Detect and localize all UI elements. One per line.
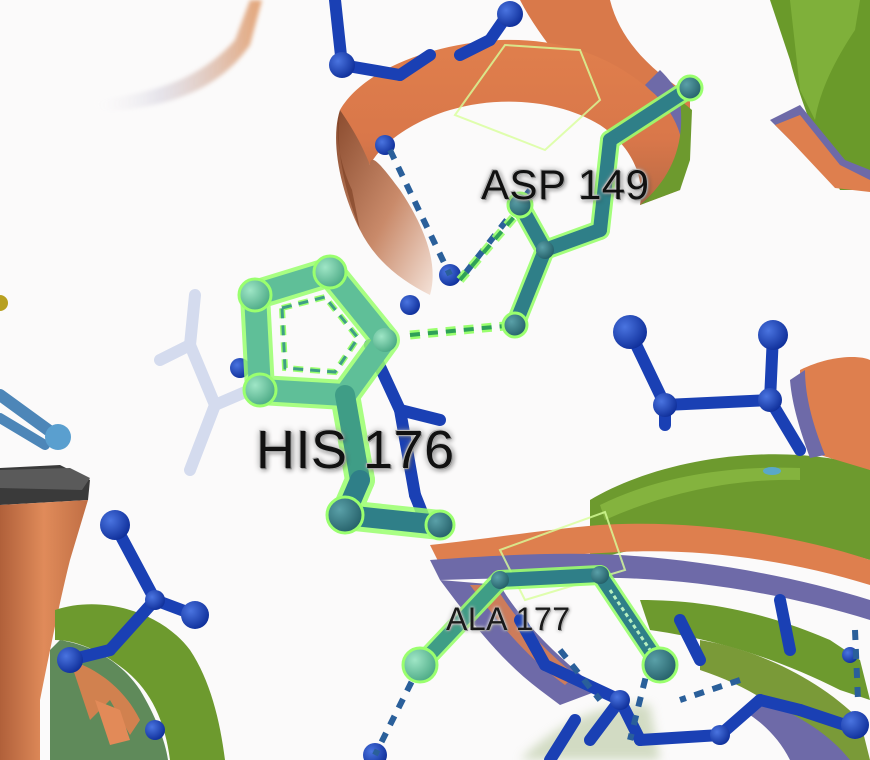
residue-label-ala-177[interactable]: ALA 177: [446, 601, 571, 637]
ribbon-bottom-right: [430, 357, 870, 760]
his-176-residue: [237, 254, 456, 541]
ghost-sticks: [154, 289, 256, 476]
sheet-marker: [763, 467, 781, 475]
ribbon-bottom-left: [50, 604, 225, 760]
residue-label-his-176[interactable]: HIS 176: [256, 420, 455, 480]
faded-ribbon-top-left: [90, 0, 262, 112]
helix-left: [0, 465, 90, 760]
asp-149-residue: [501, 74, 704, 339]
ribbon-top-right: [770, 0, 870, 192]
blue-stick-atoms: [57, 1, 869, 760]
left-blue-sticks: [0, 295, 71, 450]
ala-177-residue: [401, 565, 679, 684]
residue-label-asp-149[interactable]: ASP 149: [481, 161, 650, 208]
